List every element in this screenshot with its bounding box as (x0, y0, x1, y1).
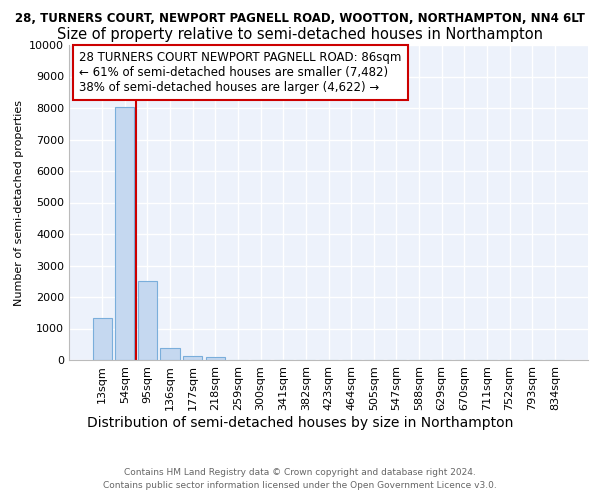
Text: Size of property relative to semi-detached houses in Northampton: Size of property relative to semi-detach… (57, 28, 543, 42)
Text: Contains HM Land Registry data © Crown copyright and database right 2024.: Contains HM Land Registry data © Crown c… (124, 468, 476, 477)
Text: Distribution of semi-detached houses by size in Northampton: Distribution of semi-detached houses by … (87, 416, 513, 430)
Text: 28 TURNERS COURT NEWPORT PAGNELL ROAD: 86sqm
← 61% of semi-detached houses are s: 28 TURNERS COURT NEWPORT PAGNELL ROAD: 8… (79, 52, 402, 94)
Bar (206, 356, 225, 360)
Bar (92, 318, 112, 360)
Text: Contains public sector information licensed under the Open Government Licence v3: Contains public sector information licen… (103, 480, 497, 490)
Bar (115, 108, 134, 360)
Text: 28, TURNERS COURT, NEWPORT PAGNELL ROAD, WOOTTON, NORTHAMPTON, NN4 6LT: 28, TURNERS COURT, NEWPORT PAGNELL ROAD,… (15, 12, 585, 26)
Bar (138, 280, 157, 360)
Bar (183, 356, 202, 360)
Y-axis label: Number of semi-detached properties: Number of semi-detached properties (14, 100, 23, 306)
Bar (160, 348, 180, 360)
